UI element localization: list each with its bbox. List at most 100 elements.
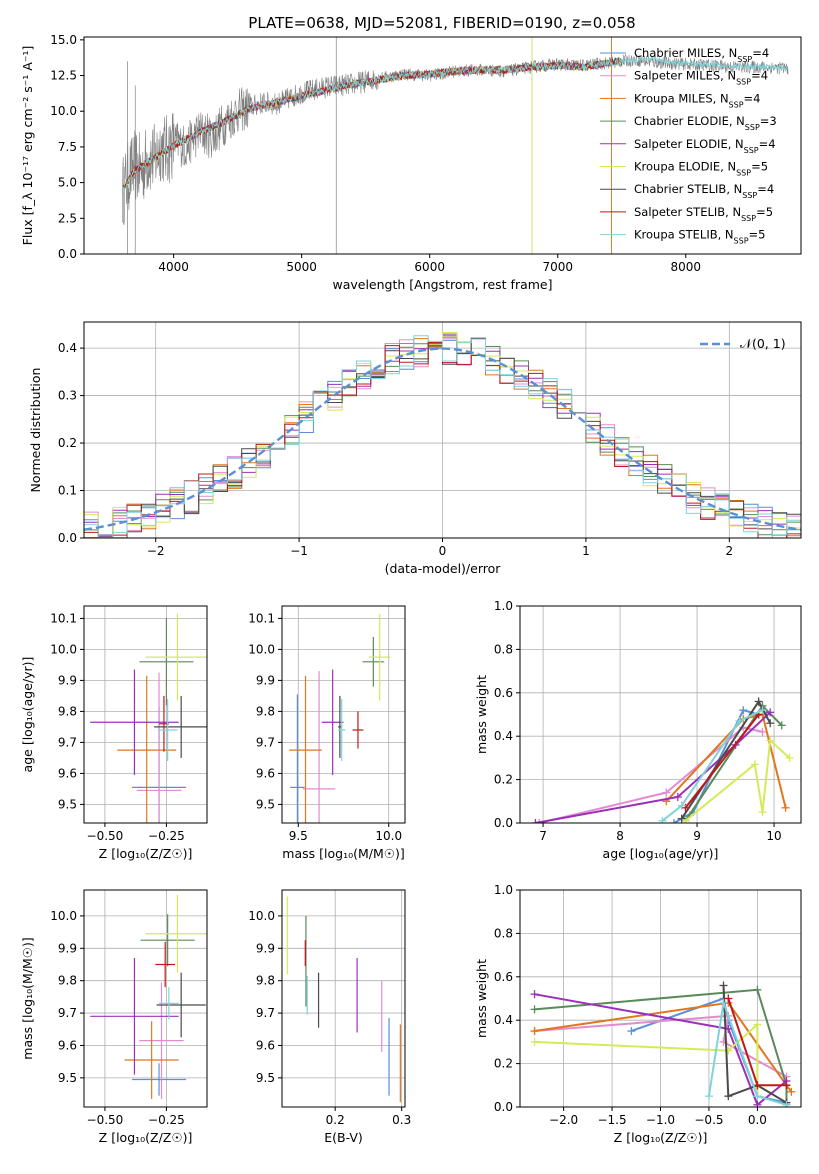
y-tick-label: 10.1 <box>50 611 77 625</box>
x-tick-label: 0 <box>439 544 447 558</box>
plot-area <box>90 894 207 1099</box>
y-tick-label: 2.5 <box>58 211 77 225</box>
x-tick-label: −1 <box>290 544 308 558</box>
x-tick-label: 10 <box>766 829 781 843</box>
y-tick-label: 9.5 <box>256 797 275 811</box>
y-tick-label: 9.6 <box>256 766 275 780</box>
legend-label: Kroupa ELODIE, NSSP=5 <box>634 160 768 178</box>
y-axis-label: mass [log₁₀(M/M☉)] <box>20 937 35 1059</box>
x-tick-label: −0.50 <box>87 1113 124 1127</box>
weight-series-line <box>534 988 788 1105</box>
weight-series-line <box>707 1002 787 1106</box>
axes-frame <box>83 605 208 824</box>
normal-curve <box>84 347 801 531</box>
x-tick-label: 7 <box>539 829 547 843</box>
y-tick-label: 0.3 <box>58 389 77 403</box>
plot-area <box>84 332 801 538</box>
x-axis-label: (data-model)/error <box>385 561 502 576</box>
y-tick-label: 0.0 <box>494 1100 513 1114</box>
y-tick-label: 10.0 <box>50 104 77 118</box>
x-axis-label: wavelength [Angstrom, rest frame] <box>332 277 552 292</box>
legend-label: Salpeter STELIB, NSSP=5 <box>634 205 773 223</box>
y-tick-label: 0.6 <box>494 970 513 984</box>
y-tick-label: 10.0 <box>248 642 275 656</box>
x-tick-label: 0.3 <box>392 1113 411 1127</box>
y-tick-label: 0.4 <box>494 729 513 743</box>
x-tick-label: 5000 <box>286 260 317 274</box>
y-axis-label: mass weight <box>474 675 489 754</box>
y-tick-label: 1.0 <box>494 599 513 613</box>
y-tick-label: 7.5 <box>58 140 77 154</box>
panel-spectrum: 4000 5000 6000 7000 8000 0.0 2.5 5.0 7.5 10.0 12.5… <box>20 33 802 292</box>
axes-frame <box>281 605 406 824</box>
y-tick-label: 10.0 <box>50 909 77 923</box>
y-tick-label: 9.5 <box>58 797 77 811</box>
x-tick-label: 6000 <box>414 260 445 274</box>
legend-label: Kroupa STELIB, NSSP=5 <box>634 228 765 246</box>
y-tick-label: 9.6 <box>58 766 77 780</box>
y-tick-label: 0.0 <box>58 531 77 545</box>
x-tick-label: 2 <box>725 544 733 558</box>
plot-area <box>90 613 207 823</box>
weight-series-line <box>534 1022 759 1097</box>
y-axis-label: Normed distribution <box>28 368 43 493</box>
x-tick-label: −1.5 <box>597 1113 626 1127</box>
panel-age_vs_Z: −0.50 −0.25 9.5 9.6 9.7 9.8 9.9 10.0 10.1 Z [log₁… <box>20 605 208 861</box>
panel-mass_vs_Z: −0.50 −0.25 9.5 9.6 9.7 9.8 9.9 10.0 Z [log₁₀(Z/… <box>20 889 208 1145</box>
x-axis-label: Z [log₁₀(Z/Z☉)] <box>614 1130 708 1145</box>
x-axis-label: mass [log₁₀(M/M☉)] <box>282 846 404 861</box>
axes-frame <box>83 889 208 1108</box>
x-tick-label: −0.25 <box>148 829 185 843</box>
x-tick-label: 9.5 <box>289 829 308 843</box>
model-fit-extended <box>621 55 788 72</box>
x-tick-label: −0.25 <box>148 1113 185 1127</box>
y-tick-label: 9.5 <box>256 1071 275 1085</box>
x-axis-label: age [log₁₀(age/yr)] <box>603 846 719 861</box>
y-tick-label: 9.6 <box>256 1038 275 1052</box>
y-tick-label: 9.7 <box>58 735 77 749</box>
panel-weight_vs_Z: −2.0 −1.5 −1.0 −0.5 0.0 0.0 0.2 0.4 0.6 0.8 1.0 Z [… <box>474 883 802 1145</box>
x-tick-label: 8 <box>616 829 624 843</box>
legend-label: Chabrier STELIB, NSSP=4 <box>634 182 774 200</box>
y-tick-label: 0.6 <box>494 686 513 700</box>
y-tick-label: 10.0 <box>248 909 275 923</box>
axes-frame <box>83 321 802 539</box>
x-axis-label: Z [log₁₀(Z/Z☉)] <box>99 846 193 861</box>
y-tick-label: 0.4 <box>58 341 77 355</box>
plot-area <box>286 896 401 1103</box>
legend-label: Salpeter MILES, NSSP=4 <box>634 69 768 87</box>
axes-frame <box>83 36 802 255</box>
legend-label: Chabrier MILES, NSSP=4 <box>634 46 769 64</box>
panel-weight_vs_age: 7 8 9 10 0.0 0.2 0.4 0.6 0.8 1.0 age [log₁₀(age/yr… <box>474 599 802 861</box>
x-axis-label: Z [log₁₀(Z/Z☉)] <box>99 1130 193 1145</box>
x-tick-label: 4000 <box>158 260 189 274</box>
x-tick-label: 0.2 <box>326 1113 345 1127</box>
x-tick-label: 9 <box>693 829 701 843</box>
weight-series-line <box>684 713 760 809</box>
x-tick-label: 1 <box>582 544 590 558</box>
axes-frame <box>281 889 406 1108</box>
weight-series-line <box>661 709 763 822</box>
y-tick-label: 10.1 <box>248 611 275 625</box>
weight-series-line <box>722 985 788 1104</box>
y-tick-label: 9.9 <box>256 673 275 687</box>
residual-histogram <box>84 338 801 538</box>
x-tick-label: 10.0 <box>375 829 402 843</box>
y-tick-label: 9.9 <box>58 941 77 955</box>
y-tick-label: 9.8 <box>58 704 77 718</box>
y-tick-label: 0.2 <box>494 773 513 787</box>
weight-series-line <box>665 713 787 809</box>
y-tick-label: 0.0 <box>494 816 513 830</box>
y-tick-label: 0.0 <box>58 247 77 261</box>
y-axis-label: Flux [f_λ 10⁻¹⁷ erg cm⁻² s⁻¹ A⁻¹] <box>20 46 35 246</box>
y-tick-label: 9.7 <box>256 735 275 749</box>
y-tick-label: 9.5 <box>58 1071 77 1085</box>
panel-residuals: −2 −1 0 1 2 0.0 0.1 0.2 0.3 0.4 (data-model)/error… <box>28 321 802 576</box>
residual-histogram <box>84 335 801 538</box>
y-tick-label: 15.0 <box>50 33 77 47</box>
y-axis-label: mass weight <box>474 959 489 1038</box>
y-tick-label: 0.2 <box>58 436 77 450</box>
plot-area <box>530 981 796 1107</box>
y-tick-label: 0.4 <box>494 1013 513 1027</box>
